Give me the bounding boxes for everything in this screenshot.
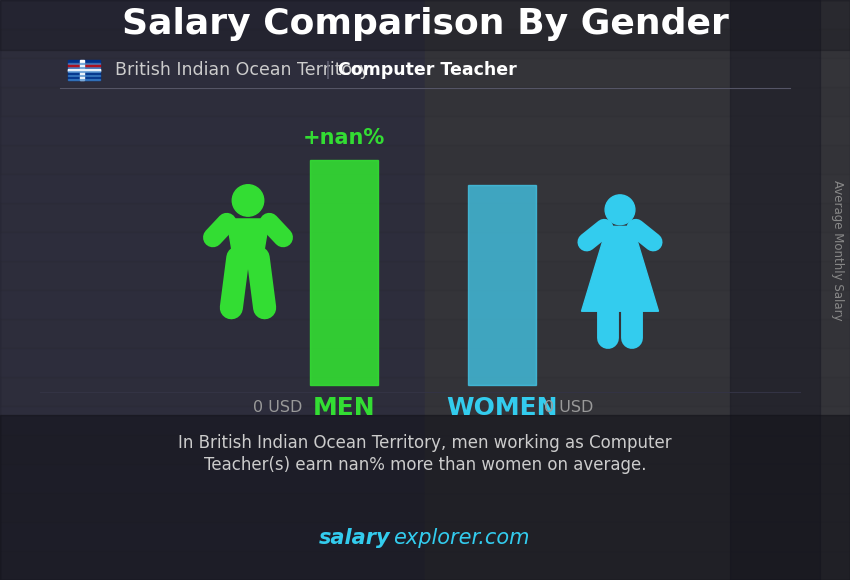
Bar [310,160,378,385]
Bar [80,60,84,80]
Bar [0,435,850,464]
Text: In British Indian Ocean Territory, men working as Computer: In British Indian Ocean Territory, men w… [178,434,672,452]
Circle shape [605,195,635,224]
Bar [0,0,850,50]
Polygon shape [581,236,659,311]
Bar [0,464,850,493]
Bar [0,348,850,377]
Text: 0 USD: 0 USD [544,401,593,415]
Text: Computer Teacher: Computer Teacher [338,61,517,79]
Bar [68,63,100,64]
Bar [0,203,850,232]
Bar [0,290,850,319]
Text: MEN: MEN [313,396,376,420]
Bar [0,319,850,348]
Bar [0,29,850,58]
Bar [425,0,850,580]
Circle shape [232,184,264,216]
Bar [0,522,850,551]
Bar [0,87,850,116]
Bar [0,116,850,145]
Bar [0,406,850,435]
Bar [0,493,850,522]
Polygon shape [227,219,269,258]
Bar [0,174,850,203]
Bar [68,69,100,71]
Text: explorer.com: explorer.com [393,528,530,548]
Bar [0,261,850,290]
Bar [0,415,850,580]
Bar [0,58,850,87]
Bar [0,377,850,406]
Text: +nan%: +nan% [303,128,385,148]
Text: British Indian Ocean Territory: British Indian Ocean Territory [115,61,370,79]
Bar [68,71,100,72]
Bar [468,185,536,385]
Text: Average Monthly Salary: Average Monthly Salary [831,180,845,320]
Text: Teacher(s) earn nan% more than women on average.: Teacher(s) earn nan% more than women on … [204,456,646,474]
Text: WOMEN: WOMEN [446,396,558,420]
Polygon shape [604,226,636,236]
Bar [0,0,850,29]
Bar [68,74,100,76]
Bar [68,67,100,68]
Text: 0 USD: 0 USD [252,401,302,415]
Bar [68,69,100,71]
Bar [0,551,850,580]
Bar [0,232,850,261]
Text: salary: salary [319,528,390,548]
Bar [68,60,100,80]
Text: |: | [325,61,331,79]
Text: Salary Comparison By Gender: Salary Comparison By Gender [122,7,728,41]
Bar [730,0,820,580]
Bar [0,0,425,580]
Bar [68,64,100,67]
Bar [68,78,100,80]
Bar [0,145,850,174]
